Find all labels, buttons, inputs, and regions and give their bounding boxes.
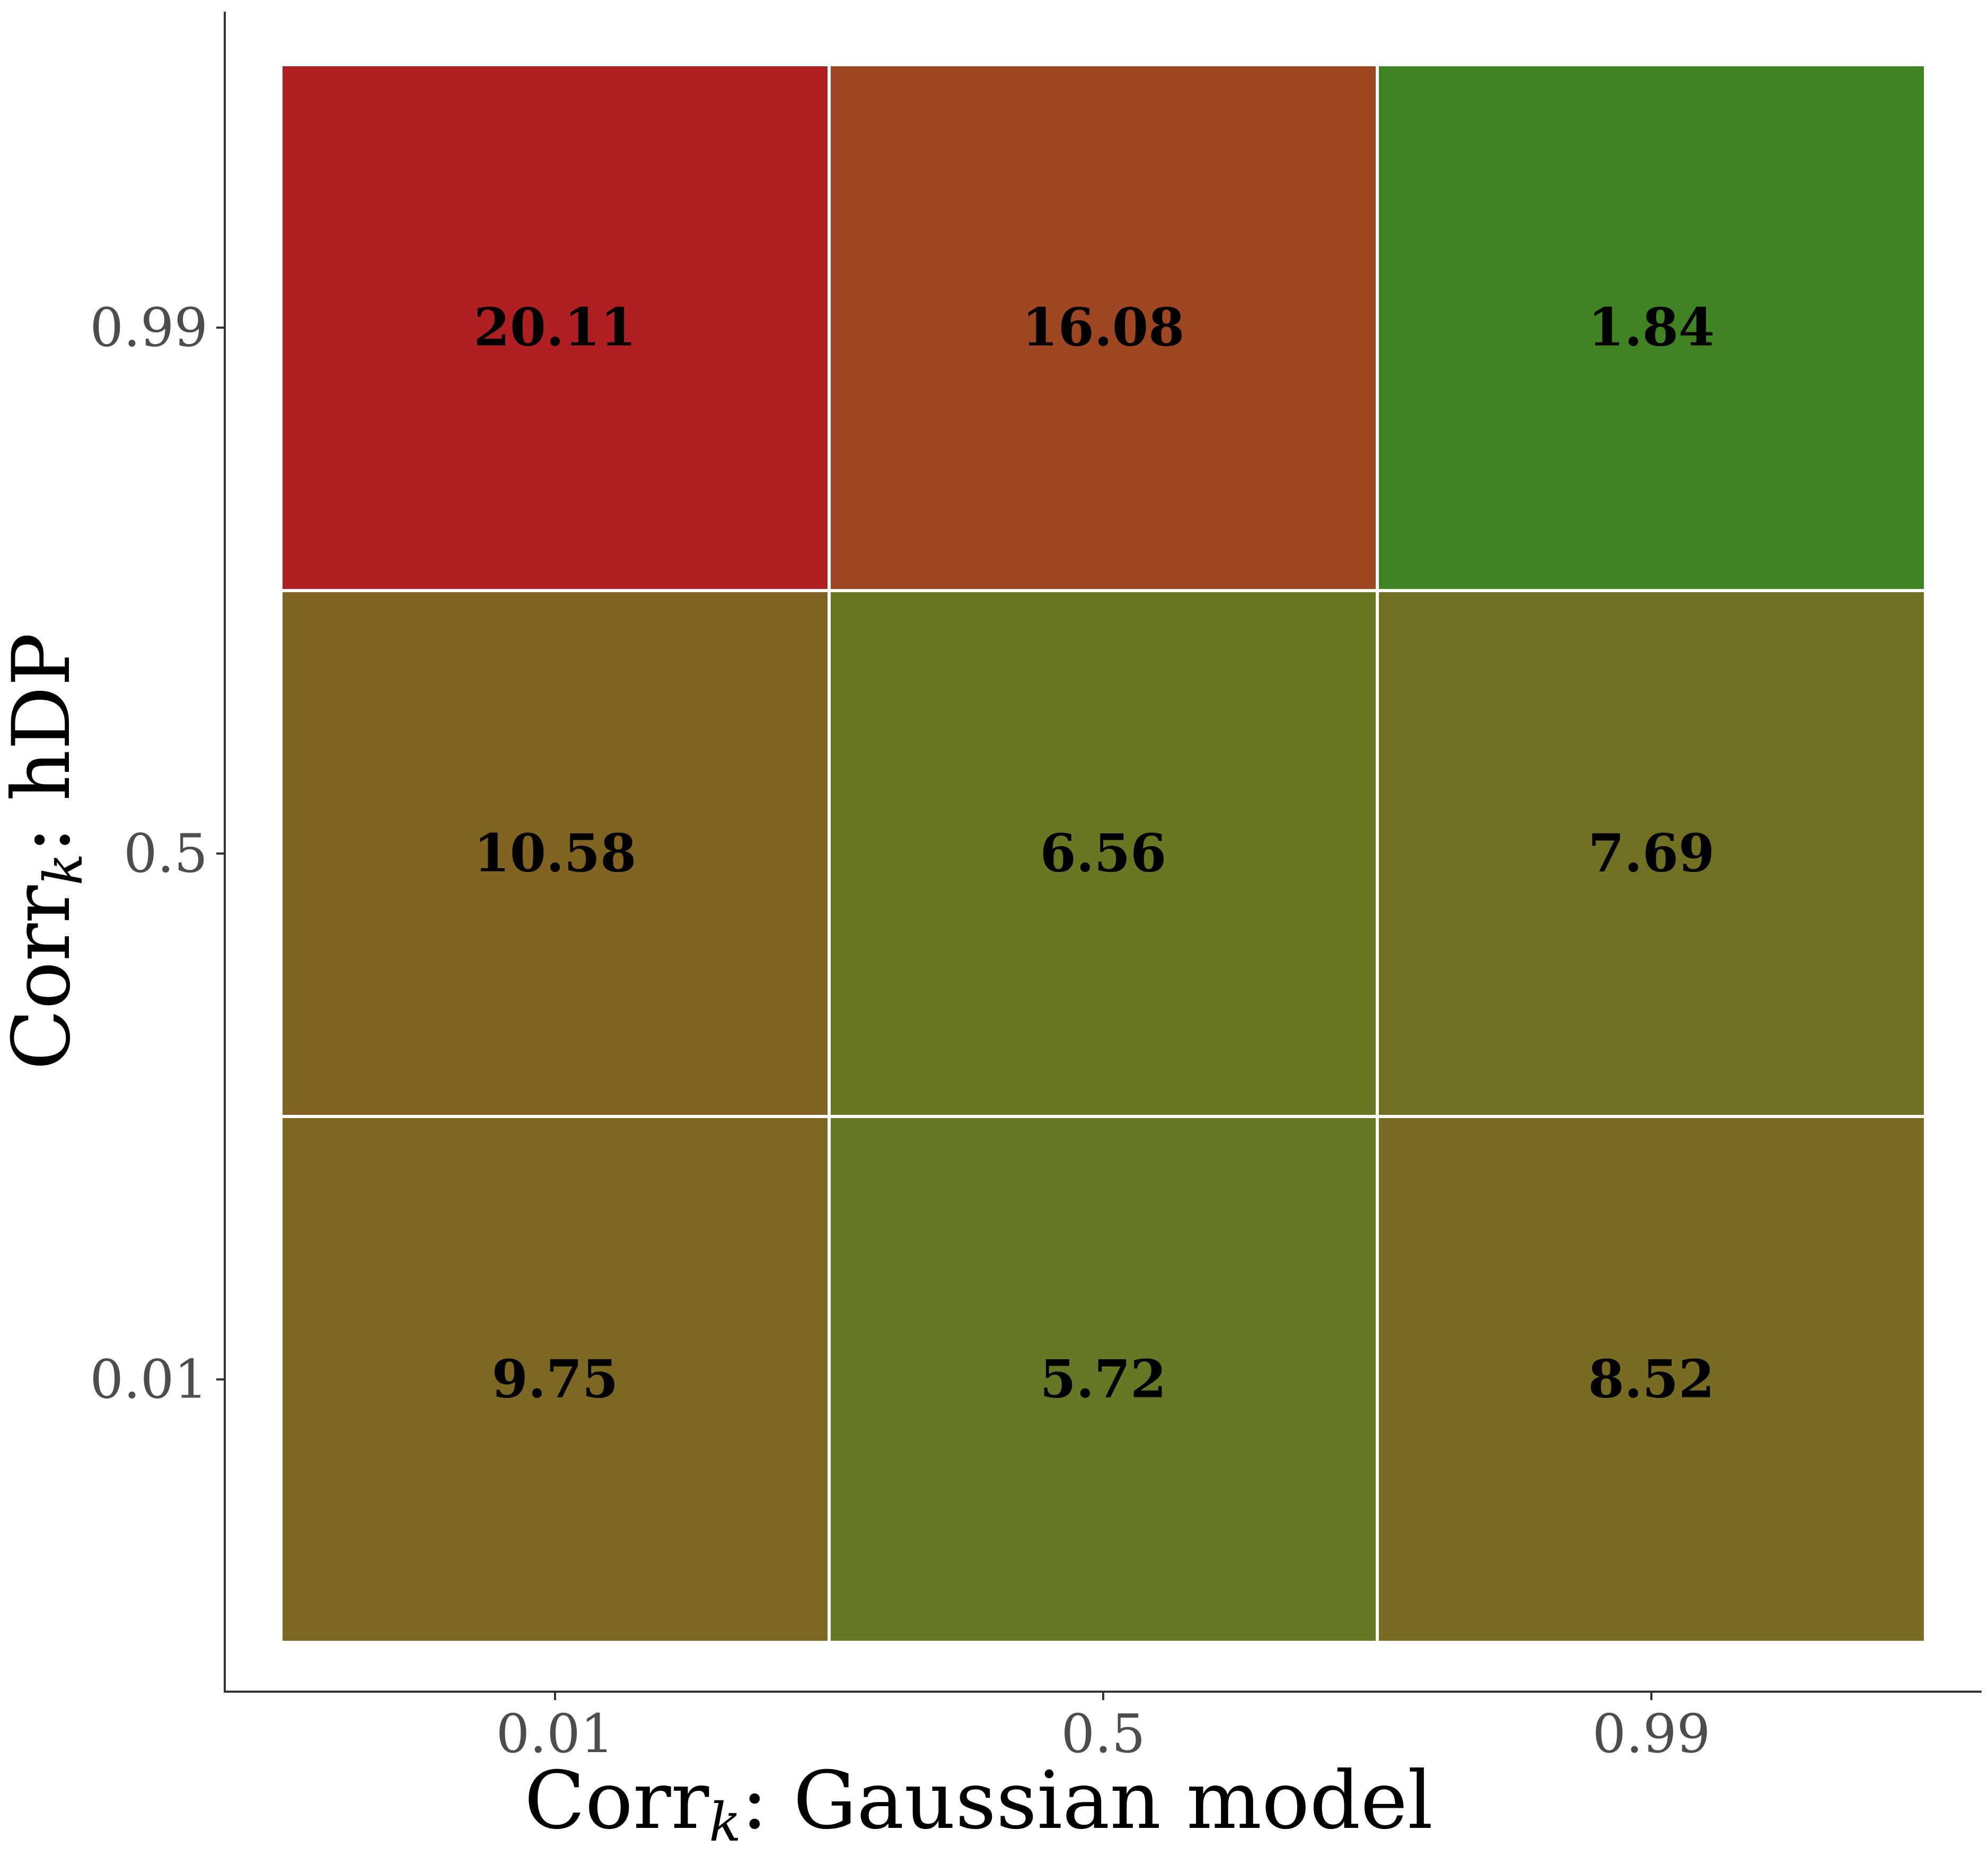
cell-value-label: 9.75 [492, 1349, 619, 1410]
y-tick-label: 0.5 [124, 823, 208, 885]
cell-value-label: 16.08 [1022, 297, 1185, 358]
heatmap-cell [828, 589, 1379, 1118]
heatmap-cell [279, 63, 831, 592]
heatmap-cells: 20.11 16.08 1.84 10.58 6.56 7.69 9.75 5.72 8.52 [279, 63, 1927, 1644]
x-axis-title: Corrk: Gaussian model [524, 1755, 1433, 1853]
x-tick-label: 0.99 [1593, 1703, 1711, 1765]
heatmap-cell [1376, 589, 1927, 1118]
heatmap-cell [828, 63, 1379, 592]
x-axis-ticks: 0.01 0.5 0.99 [496, 1692, 1711, 1765]
heatmap-cell [1376, 63, 1927, 592]
x-axis-title-main: Corr [524, 1755, 709, 1847]
y-axis-title: Corrk: hDP [0, 632, 94, 1070]
x-tick-label: 0.01 [496, 1703, 614, 1765]
cell-value-label: 20.11 [474, 297, 637, 358]
heatmap-cell [1376, 1115, 1927, 1644]
y-tick-label: 0.99 [90, 297, 208, 359]
cell-value-label: 5.72 [1040, 1349, 1167, 1410]
y-axis-title-main: Corr [0, 885, 88, 1070]
cell-value-label: 10.58 [474, 823, 637, 884]
x-axis-title-rest: : Gaussian model [741, 1755, 1433, 1847]
cell-value-label: 6.56 [1040, 823, 1167, 884]
x-tick-label: 0.5 [1061, 1703, 1145, 1765]
y-tick-label: 0.01 [90, 1349, 208, 1411]
heatmap-cell [279, 1115, 831, 1644]
heatmap-cell [279, 589, 831, 1118]
cell-value-label: 1.84 [1588, 297, 1715, 358]
cell-value-label: 7.69 [1588, 823, 1715, 884]
x-axis-title-subscript: k [709, 1791, 741, 1853]
heatmap-cell [828, 1115, 1379, 1644]
y-axis-title-rest: : hDP [0, 632, 88, 853]
cell-value-label: 8.52 [1588, 1349, 1715, 1410]
y-axis-ticks: 0.01 0.5 0.99 [90, 297, 225, 1411]
y-axis-title-subscript: k [32, 853, 94, 885]
